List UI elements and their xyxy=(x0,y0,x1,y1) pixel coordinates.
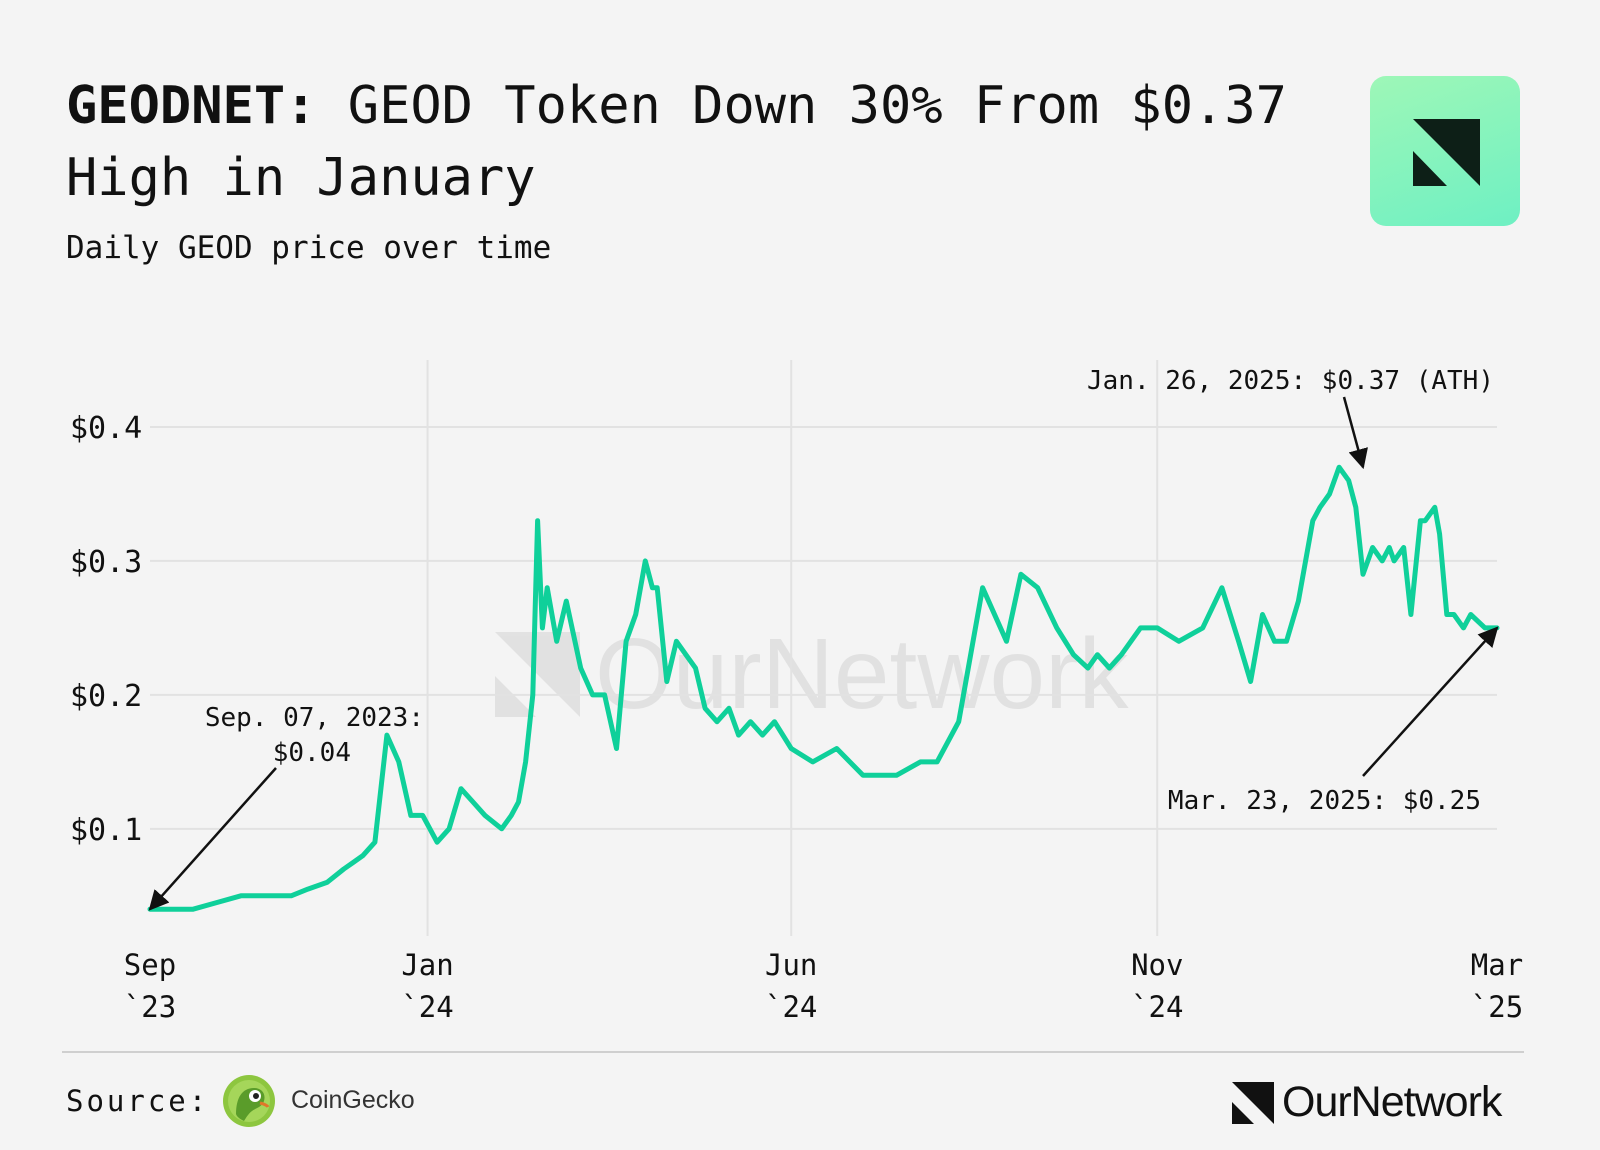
annotation-value: $0.04 xyxy=(273,738,351,768)
x-tick-label: Nov xyxy=(1131,948,1183,982)
x-tick-sublabel: `24 xyxy=(1131,990,1183,1024)
annotation-arrow xyxy=(148,767,277,911)
y-tick-label: $0.3 xyxy=(70,545,142,580)
annotation-arrow xyxy=(1362,626,1499,777)
page-title: GEODNET: GEOD Token Down 30% From $0.37 … xyxy=(66,70,1316,214)
watermark-icon xyxy=(495,632,580,717)
y-tick-label: $0.2 xyxy=(70,679,142,714)
x-tick-label: Jan xyxy=(401,948,453,982)
y-tick-label: $0.1 xyxy=(70,813,142,848)
x-tick-sublabel: `23 xyxy=(124,990,176,1024)
title-rest: GEOD Token Down 30% From $0.37 High in J… xyxy=(66,76,1287,208)
x-tick-sublabel: `24 xyxy=(401,990,453,1024)
x-tick-sublabel: `25 xyxy=(1471,990,1523,1024)
annotation-label: Mar. 23, 2025: $0.25 xyxy=(1168,786,1481,816)
y-tick-label: $0.4 xyxy=(70,411,142,446)
x-tick-label: Jun xyxy=(765,948,817,982)
ournetwork-mark-icon xyxy=(1232,1082,1274,1124)
x-tick-label: Mar xyxy=(1471,948,1523,982)
title-bold: GEODNET: xyxy=(66,76,317,136)
brand-name: OurNetwork xyxy=(1282,1078,1502,1126)
series-line xyxy=(147,464,1500,912)
annotation-label: Sep. 07, 2023: xyxy=(205,703,424,733)
watermark: OurNetwork xyxy=(595,618,1129,730)
x-tick-sublabel: `24 xyxy=(765,990,817,1024)
x-tick-label: Sep xyxy=(124,948,176,982)
chart-subtitle: Daily GEOD price over time xyxy=(66,230,552,266)
source-label: Source: xyxy=(66,1084,210,1118)
ournetwork-logo-icon xyxy=(1370,76,1520,226)
footer-divider xyxy=(62,1051,1524,1053)
source-name: CoinGecko xyxy=(291,1086,415,1114)
coingecko-gecko-icon xyxy=(223,1075,275,1127)
annotation-label: Jan. 26, 2025: $0.37 (ATH) xyxy=(1087,366,1494,396)
annotation-arrow xyxy=(1342,396,1368,470)
